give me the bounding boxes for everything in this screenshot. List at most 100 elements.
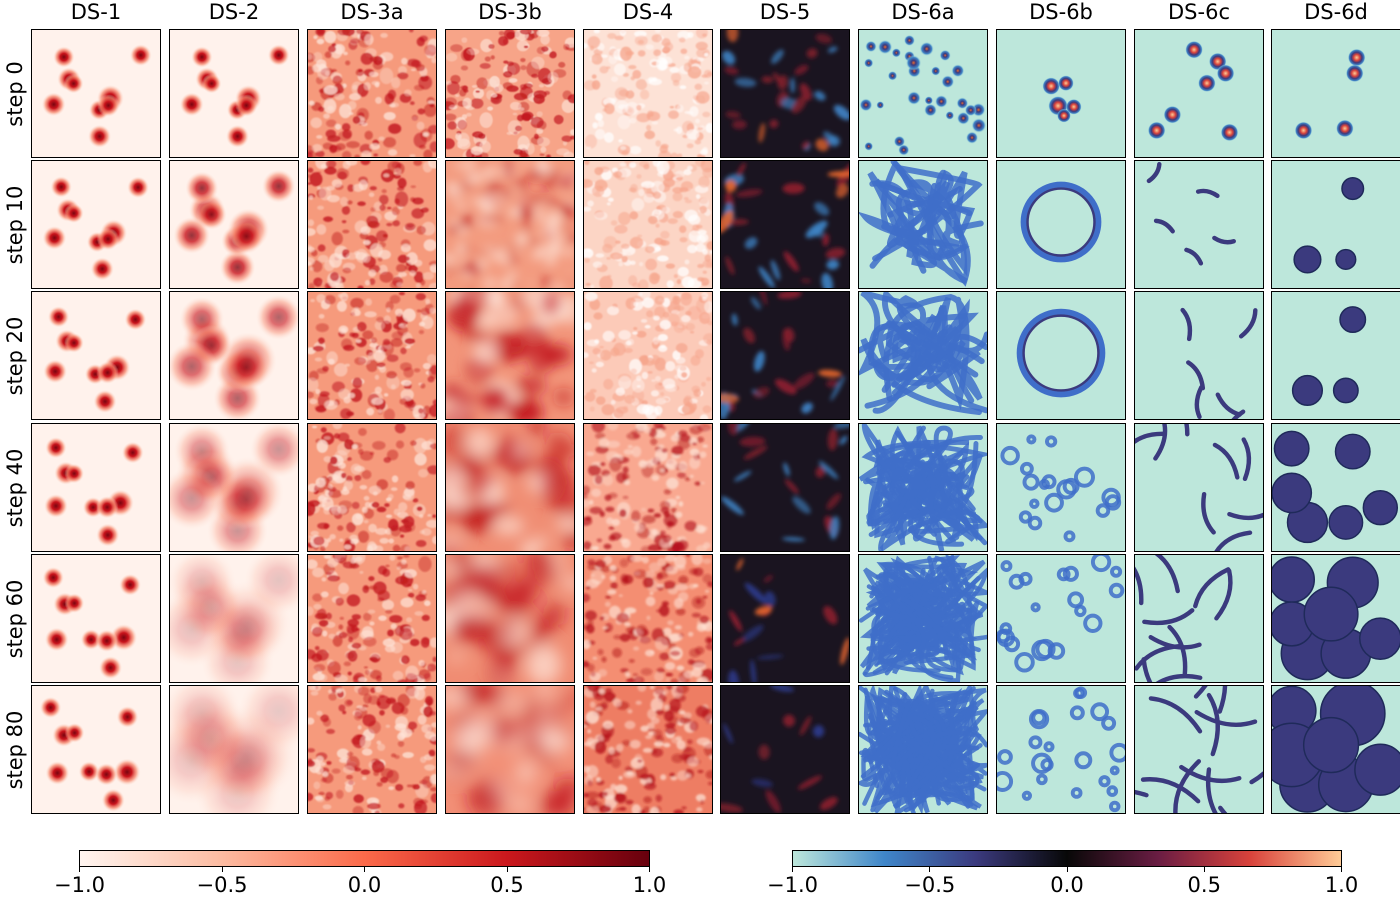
heatmap-panel [169, 29, 299, 158]
heatmap-panel [996, 554, 1126, 683]
heatmap-panel [720, 160, 850, 289]
heatmap-panel [307, 29, 437, 158]
heatmap-panel [31, 423, 161, 552]
column-title: DS-3b [478, 0, 542, 24]
heatmap-panel [445, 160, 575, 289]
heatmap-panel [169, 423, 299, 552]
colorbar-tick-label: −0.5 [904, 873, 956, 897]
heatmap-panel [169, 291, 299, 420]
colorbar-tick [649, 866, 650, 872]
heatmap-panel [858, 685, 988, 814]
colorbar-tick [1341, 866, 1342, 872]
column-title: DS-6d [1304, 0, 1368, 24]
colorbar-tick [792, 866, 793, 872]
heatmap-panel [307, 423, 437, 552]
colorbar-tick-label: 1.0 [1324, 873, 1359, 897]
heatmap-panel [1134, 554, 1264, 683]
row-label-text: step 60 [3, 579, 27, 658]
row-label-text: step 40 [3, 448, 27, 527]
heatmap-panel [1134, 423, 1264, 552]
column-title: DS-2 [208, 0, 260, 24]
colorbar-tick [79, 866, 80, 872]
heatmap-panel [1271, 29, 1400, 158]
colorbar-tick-label: −1.0 [54, 873, 105, 897]
row-label: step 80 [0, 685, 30, 814]
column-title: DS-6b [1029, 0, 1093, 24]
heatmap-panel [1271, 685, 1400, 814]
heatmap-panel [996, 160, 1126, 289]
column-title: DS-4 [622, 0, 674, 24]
row-label-text: step 80 [3, 710, 27, 789]
heatmap-panel [858, 554, 988, 683]
heatmap-panel [445, 554, 575, 683]
heatmap-panel [445, 29, 575, 158]
column-title: DS-5 [759, 0, 811, 24]
heatmap-panel [1134, 160, 1264, 289]
heatmap-panel [31, 685, 161, 814]
heatmap-panel [31, 29, 161, 158]
row-label: step 10 [0, 160, 30, 289]
colorbar-tick-label: 0.5 [490, 873, 524, 897]
heatmap-panel [31, 291, 161, 420]
colorbar-tick-label: 1.0 [632, 873, 667, 897]
heatmap-panel [31, 160, 161, 289]
colorbar-tick [1203, 866, 1205, 872]
colorbar-tick-label: 0.5 [1187, 873, 1221, 897]
colorbar-tick [929, 866, 931, 872]
heatmap-panel [169, 554, 299, 683]
row-label: step 0 [0, 29, 30, 158]
heatmap-panel [583, 423, 713, 552]
heatmap-panel [858, 423, 988, 552]
heatmap-panel [720, 685, 850, 814]
heatmap-panel [31, 554, 161, 683]
heatmap-panel [996, 29, 1126, 158]
row-label-text: step 10 [3, 185, 27, 264]
column-title: DS-6c [1168, 0, 1230, 24]
colorbar-tick [506, 866, 508, 872]
column-title: DS-3a [340, 0, 404, 24]
heatmap-panel [583, 291, 713, 420]
heatmap-panel [1134, 291, 1264, 420]
heatmap-panel [1134, 29, 1264, 158]
heatmap-panel [720, 291, 850, 420]
colorbar-tick-label: 0.0 [347, 873, 382, 897]
heatmap-panel [307, 685, 437, 814]
heatmap-panel [996, 291, 1126, 420]
colorbar-tick-label: −0.5 [196, 873, 248, 897]
heatmap-panel [858, 29, 988, 158]
row-label: step 40 [0, 423, 30, 552]
heatmap-panel [1134, 685, 1264, 814]
heatmap-panel [445, 291, 575, 420]
heatmap-panel [583, 685, 713, 814]
reds-colorbar [79, 850, 650, 867]
heatmap-panel [996, 423, 1126, 552]
row-label-text: step 0 [3, 60, 27, 127]
heatmap-panel [1271, 291, 1400, 420]
colorbar-tick [1066, 866, 1068, 872]
colorbar-tick [221, 866, 223, 872]
heatmap-panel [583, 29, 713, 158]
column-title: DS-6a [891, 0, 955, 24]
row-label-text: step 20 [3, 316, 27, 395]
heatmap-panel [445, 685, 575, 814]
heatmap-panel [169, 160, 299, 289]
heatmap-panel [169, 685, 299, 814]
heatmap-panel [720, 554, 850, 683]
heatmap-panel [445, 423, 575, 552]
colorbar-tick-label: 0.0 [1050, 873, 1084, 897]
icefire-colorbar [792, 850, 1342, 867]
heatmap-panel [720, 29, 850, 158]
heatmap-panel [1271, 160, 1400, 289]
heatmap-panel [720, 423, 850, 552]
heatmap-panel [307, 160, 437, 289]
colorbar-tick-label: −1.0 [767, 873, 818, 897]
row-label: step 60 [0, 554, 30, 683]
heatmap-panel [996, 685, 1126, 814]
column-title: DS-1 [70, 0, 122, 24]
heatmap-panel [307, 291, 437, 420]
heatmap-panel [1271, 554, 1400, 683]
heatmap-panel [1271, 423, 1400, 552]
row-label: step 20 [0, 291, 30, 420]
heatmap-panel [583, 160, 713, 289]
